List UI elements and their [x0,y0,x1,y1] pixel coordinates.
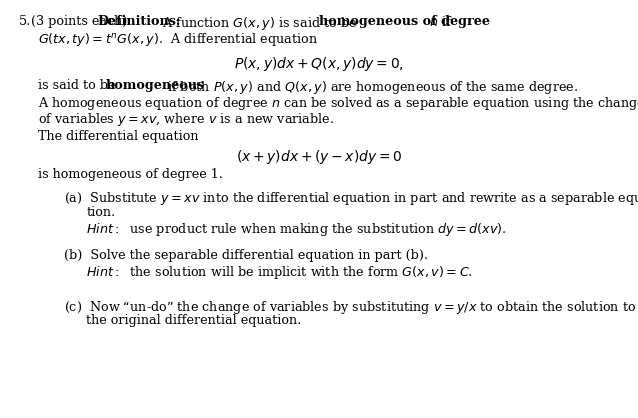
Text: homogeneous: homogeneous [105,79,204,92]
Text: tion.: tion. [86,206,115,219]
Text: $P(x,y)dx + Q(x,y)dy = 0,$: $P(x,y)dx + Q(x,y)dy = 0,$ [234,55,404,73]
Text: if both $P(x, y)$ and $Q(x, y)$ are homogeneous of the same degree.: if both $P(x, y)$ and $Q(x, y)$ are homo… [163,79,579,97]
Text: the original differential equation.: the original differential equation. [86,314,301,327]
Text: $G(tx, ty) = t^n G(x, y)$.  A differential equation: $G(tx, ty) = t^n G(x, y)$. A differentia… [38,31,318,48]
Text: of variables $y = xv$, where $v$ is a new variable.: of variables $y = xv$, where $v$ is a ne… [38,111,334,128]
Text: $n$ if: $n$ if [425,15,452,28]
Text: A homogeneous equation of degree $n$ can be solved as a separable equation using: A homogeneous equation of degree $n$ can… [38,95,638,112]
Text: $(x + y)dx + (y - x)dy = 0$: $(x + y)dx + (y - x)dy = 0$ [236,148,402,166]
Text: (b)  Solve the separable differential equation in part (b).: (b) Solve the separable differential equ… [64,249,428,262]
Text: is homogeneous of degree 1.: is homogeneous of degree 1. [38,168,223,181]
Text: The differential equation: The differential equation [38,130,199,143]
Text: Definitions:: Definitions: [98,15,181,28]
Text: homogeneous of degree: homogeneous of degree [319,15,490,28]
Text: $\mathit{Hint:}$  the solution will be implicit with the form $G(x, v) = C$.: $\mathit{Hint:}$ the solution will be im… [86,264,473,281]
Text: $\mathit{Hint:}$  use product rule when making the substitution $dy = d(xv)$.: $\mathit{Hint:}$ use product rule when m… [86,221,507,238]
Text: (a)  Substitute $y = xv$ into the differential equation in part and rewrite as a: (a) Substitute $y = xv$ into the differe… [64,190,638,207]
Text: A function $G(x, y)$ is said to be: A function $G(x, y)$ is said to be [154,15,359,32]
Text: 5.: 5. [19,15,31,28]
Text: (c)  Now “un-do” the change of variables by substituting $v = y/x$ to obtain the: (c) Now “un-do” the change of variables … [64,299,636,316]
Text: (3 points each): (3 points each) [31,15,131,28]
Text: is said to be: is said to be [38,79,120,92]
